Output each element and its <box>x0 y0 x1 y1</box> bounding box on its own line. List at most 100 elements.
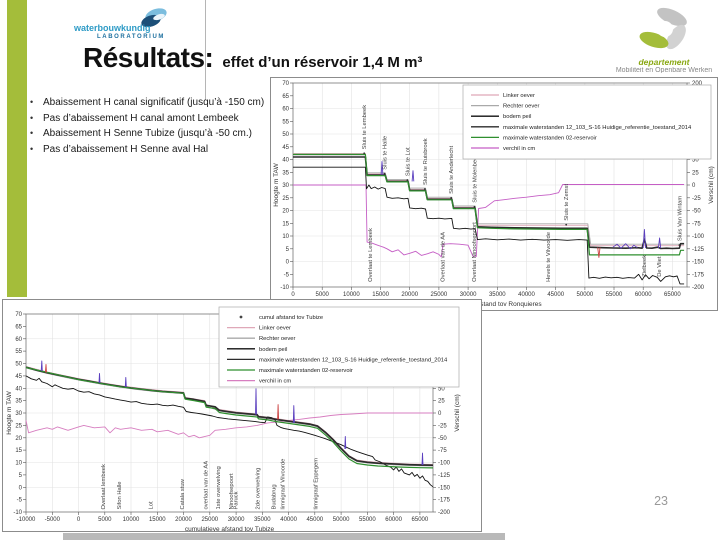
x-tick-label: 0 <box>291 292 295 298</box>
bullet-list-container: Abaissement H canal significatif (jusqu’… <box>28 97 274 159</box>
legend-label: bodem peil <box>503 114 531 120</box>
x-tick-label: 40000 <box>280 517 297 523</box>
y-tick-label-right: 0 <box>692 183 696 189</box>
y-tick-label-left: 60 <box>15 337 22 343</box>
x-tick-label: 60000 <box>385 517 402 523</box>
y-tick-label-left: 35 <box>15 399 22 405</box>
legend-marker-dot <box>239 315 243 319</box>
annotation-label: Sluis te Molenbeek <box>473 154 479 203</box>
annotation-label: Catala stuw <box>180 478 186 509</box>
series-bodem-peil <box>293 166 685 285</box>
y-tick-label-right: -50 <box>692 209 701 215</box>
x-tick-label: 45000 <box>547 292 564 298</box>
annotation-marker <box>363 152 366 155</box>
annotation-label: Overlaat lembeek <box>101 464 107 510</box>
y-tick-label-right: -200 <box>438 510 451 516</box>
legend-label: cumul afstand tov Tubize <box>259 315 323 321</box>
y-tick-label-left: 20 <box>15 436 22 442</box>
senne-chart-figure: -10000 -5000 0 5000 10000 15000 20000 25000 3000… <box>2 299 482 532</box>
bullet-item: Pas d’abaissement H Senne aval Hal <box>28 144 274 157</box>
annotation-label: Sluis te Halle <box>383 136 389 170</box>
x-tick-label: 25000 <box>201 517 218 523</box>
bullet-list: Abaissement H canal significatif (jusqu’… <box>28 97 274 156</box>
y-tick-label-left: 45 <box>15 374 22 380</box>
y-tick-label-left: -5 <box>284 272 290 278</box>
x-tick-label: 50000 <box>333 517 350 523</box>
annotation-label: 1ste overwelving <box>216 466 222 509</box>
x-tick-label: -5000 <box>45 517 61 523</box>
y-tick-label-left: 0 <box>19 485 23 491</box>
x-tick-label: 55000 <box>359 517 376 523</box>
senne-chart-svg: -10000 -5000 0 5000 10000 15000 20000 25000 3000… <box>6 306 461 531</box>
y-tick-label-right: -75 <box>438 448 447 454</box>
x-tick-label: 50000 <box>577 292 594 298</box>
legend-label: bodem peil <box>259 347 287 353</box>
y-tick-label-left: 65 <box>282 94 289 100</box>
series-maximale-waterstanden-02-reservoir <box>293 153 685 256</box>
waterbouwkundig-logo-text: waterbouwkundig <box>74 23 151 33</box>
series-spike-b <box>411 170 415 182</box>
departement-logo-subtext-clipped: Mobiliteit en Openbare Werken <box>615 67 713 73</box>
annotation-label: Sluis te Lembeek <box>362 105 368 150</box>
y-tick-label-right: -50 <box>438 436 447 442</box>
y-tick-label-left: 60 <box>282 107 289 113</box>
y-tick-label-right: -200 <box>692 285 705 291</box>
series-spike-e <box>597 247 601 258</box>
y-tick-label-right: -75 <box>692 221 701 227</box>
y-tick-label-left: 55 <box>15 349 22 355</box>
series-spike-d <box>124 376 127 387</box>
y-axis-label-left: Hoogte m TAW <box>6 390 13 434</box>
annotation-marker <box>450 197 453 199</box>
x-tick-label: 15000 <box>149 517 166 523</box>
y-tick-label-right: -125 <box>438 473 451 479</box>
annotation-label: Sifon Halle <box>117 481 123 509</box>
legend-label: Linker oever <box>259 326 291 332</box>
series-verchil-in-cm <box>25 412 433 439</box>
legend-label: maximale waterstanden 02-reservoir <box>259 368 353 374</box>
legend-label: maximale waterstanden 12_103_S-16 Huidig… <box>503 125 692 131</box>
legend-label: maximale waterstanden 02-reservoir <box>503 135 597 141</box>
y-axis-label-right: Verschil (cm) <box>454 394 461 432</box>
x-tick-label: 25000 <box>431 292 448 298</box>
series-spike-g <box>292 405 295 423</box>
x-tick-label: 35000 <box>489 292 506 298</box>
y-tick-label-right: -175 <box>692 272 705 278</box>
y-tick-label-left: 0 <box>286 260 290 266</box>
y-tick-label-right: 0 <box>438 411 442 417</box>
series-wiggle <box>612 243 638 250</box>
y-tick-label-left: 15 <box>282 221 289 227</box>
bullet-item: Abaissement H canal significatif (jusqu’… <box>28 97 274 110</box>
y-tick-label-left: 5 <box>19 473 23 479</box>
annotation-label: Overlaat Ninoofsepoort <box>472 222 478 282</box>
x-tick-label: 55000 <box>606 292 623 298</box>
y-tick-label-right: 25 <box>438 399 445 405</box>
series-spike-a <box>40 360 43 371</box>
y-tick-label-left: 70 <box>282 81 289 87</box>
y-tick-label-right: 50 <box>438 386 445 392</box>
annotation-label: Paruck <box>234 491 240 509</box>
x-tick-label: 65000 <box>412 517 429 523</box>
y-tick-label-left: 25 <box>282 196 289 202</box>
y-tick-label-left: 25 <box>15 423 22 429</box>
page-number: 23 <box>654 494 668 508</box>
y-tick-label-left: -5 <box>17 498 23 504</box>
y-tick-label-left: 10 <box>282 234 289 240</box>
annotation-label: Sluis te Anderlecht <box>449 145 455 193</box>
annotation-label: Sluis te Ruisbroek <box>423 138 429 185</box>
x-tick-label: 15000 <box>372 292 389 298</box>
legend-label: Rechter oever <box>259 336 295 342</box>
x-tick-label: 5000 <box>98 517 112 523</box>
x-tick-label: 40000 <box>518 292 535 298</box>
y-tick-label-left: -10 <box>280 285 289 291</box>
y-tick-label-left: 5 <box>286 247 290 253</box>
annotation-marker <box>565 223 568 226</box>
series-spike-f <box>277 404 280 420</box>
y-tick-label-left: 15 <box>15 448 22 454</box>
departement-logo: departement Mobiliteit en Openbare Werke… <box>612 2 716 73</box>
y-tick-label-right: -150 <box>692 260 705 266</box>
y-tick-label-left: 40 <box>282 158 289 164</box>
annotation-label: Lot <box>149 501 155 509</box>
waterbouwkundig-logo-icon <box>141 8 167 28</box>
x-tick-label: 30000 <box>228 517 245 523</box>
